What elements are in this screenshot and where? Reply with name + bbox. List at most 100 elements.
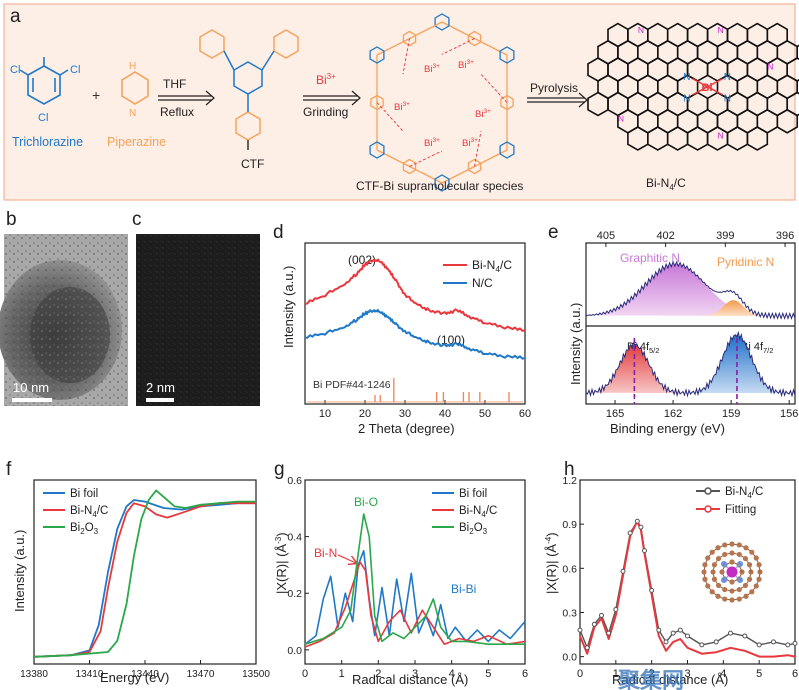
fit-data-point <box>677 627 683 633</box>
trichlorazine-cl-bottom: Cl <box>38 112 48 124</box>
inset-carbon-atom <box>743 593 749 599</box>
fit-legend-marker <box>704 487 712 495</box>
pdf-reference-label: Bi PDF#44-1246 <box>313 379 391 391</box>
fit-x-tick-label: 0 <box>577 668 583 680</box>
condition-thf: THF <box>163 77 186 91</box>
sheet-edge-nitrogen: N <box>638 25 644 35</box>
inset-carbon-atom <box>722 551 728 558</box>
inset-carbon-atom <box>722 542 728 548</box>
fit-x-tick-label: 4 <box>720 668 726 680</box>
inset-carbon-atom <box>722 586 728 593</box>
panel-e-letter: e <box>548 222 559 243</box>
panel-a-background <box>3 3 796 201</box>
inset-carbon-atom <box>715 582 722 589</box>
sheet-nitrogen: N <box>683 94 690 105</box>
panel-e-xlabel: Binding energy (eV) <box>610 421 725 436</box>
ring-hexagon <box>499 46 515 64</box>
haadf-image-c <box>136 234 260 406</box>
ring-coordination <box>474 131 482 167</box>
trichlorazine-cl-right: Cl <box>70 64 80 76</box>
inset-carbon-atom <box>729 588 735 594</box>
ring-hexagon <box>434 13 450 31</box>
fit-model-series <box>579 520 796 658</box>
xanes-legend-label: Bi-N4/C <box>70 505 108 519</box>
sheet-edge-nitrogen: N <box>767 62 773 72</box>
panel-c-letter: c <box>132 209 142 230</box>
panel-d-letter: d <box>273 222 284 243</box>
exafs-x-tick-label: 6 <box>522 668 528 680</box>
panel-a-letter: a <box>10 6 21 27</box>
ring-hexagon <box>467 158 482 175</box>
fit-data-point <box>606 630 612 636</box>
sheet-ring <box>746 126 769 151</box>
fit-data-point <box>663 639 669 645</box>
xps-bottom-x-tick-label: 162 <box>664 408 682 420</box>
inset-carbon-atom <box>719 569 725 575</box>
inset-carbon-atom <box>736 542 742 548</box>
sheet-nitrogen: N <box>683 72 690 83</box>
inset-carbon-atom <box>729 597 735 603</box>
xps-top-tick-label: 405 <box>597 230 615 242</box>
inset-carbon-atom <box>729 579 735 585</box>
n1s-raw-spectrum <box>586 260 796 320</box>
xanes-x-tick-label: 13380 <box>20 669 48 680</box>
inset-bi-atom <box>726 566 738 578</box>
condition-grinding: Grinding <box>303 105 348 119</box>
bi-n-bond <box>707 78 723 88</box>
panel-g-xlabel: Radical distance (Å) <box>352 672 468 687</box>
inset-carbon-atom <box>746 562 753 568</box>
fit-data-point <box>785 642 791 648</box>
inset-carbon-atom <box>736 551 742 558</box>
piperazine-n-bottom: N <box>129 108 136 119</box>
panel-b: b 10 nm <box>0 209 128 406</box>
ctf-structure <box>199 29 299 150</box>
inset-carbon-atom <box>749 549 755 555</box>
xanes-x-tick-label: 13470 <box>187 669 215 680</box>
scale-label-c: 2 nm <box>146 380 175 395</box>
fit-data-point <box>577 627 583 633</box>
trichlorazine-label: Trichlorazine <box>12 135 83 149</box>
sheet-edge-nitrogen: N <box>618 113 624 123</box>
ring-coordination <box>402 38 410 75</box>
exafs-x-tick-label: 3 <box>412 668 418 680</box>
annotation-bi-o: Bi-O <box>354 495 378 509</box>
exafs-y-tick-label: 0.0 <box>287 645 302 657</box>
peak-label-100: (100) <box>437 333 465 347</box>
fit-x-tick-label: 1 <box>613 668 619 680</box>
exafs-legend-label: Bi-N4/C <box>459 505 497 519</box>
inset-carbon-atom <box>756 576 762 582</box>
ring-hexagon <box>499 141 515 159</box>
sheet-edge-nitrogen: N <box>718 131 724 141</box>
xanes-series-0 <box>33 499 256 658</box>
sheet-ring <box>776 108 799 134</box>
inset-nitrogen-atom <box>737 561 743 567</box>
exafs-y-tick-label: 0.2 <box>287 588 302 600</box>
exafs-legend-label: Bi foil <box>459 488 487 500</box>
ring-coordination <box>480 73 508 103</box>
xanes-legend-label: Bi foil <box>70 488 98 500</box>
fit-data-point <box>599 612 604 618</box>
ring-hexagon <box>467 30 482 47</box>
bi-n-bond <box>707 86 723 96</box>
ring-bi-ion: Bi3+ <box>475 108 491 120</box>
inset-carbon-atom <box>743 545 749 551</box>
sheet-bi-center: Bi <box>702 82 713 94</box>
panel-f-letter: f <box>6 459 12 480</box>
inset-carbon-atom <box>702 576 708 582</box>
panel-h-fitting: h |X(R)| (Å-4) Radical distance (Å) 0 1 2 3… <box>544 459 798 687</box>
fit-y-tick-label: 0.3 <box>562 607 577 619</box>
ctf-label: CTF <box>241 157 264 171</box>
scale-bar-b <box>12 398 52 402</box>
inset-carbon-atom <box>711 576 718 582</box>
inset-carbon-atom <box>715 593 721 599</box>
fit-data-point <box>620 568 626 574</box>
fit-data-point <box>792 640 798 646</box>
sheet-edge-nitrogen: N <box>718 25 724 35</box>
fit-legend-marker <box>704 505 712 513</box>
fit-y-tick-label: 1.2 <box>562 475 577 487</box>
watermark: 聚集网 <box>617 668 684 690</box>
ring-coordination <box>376 102 404 132</box>
scale-bar-c <box>146 398 174 402</box>
condition-reflux: Reflux <box>160 105 194 119</box>
